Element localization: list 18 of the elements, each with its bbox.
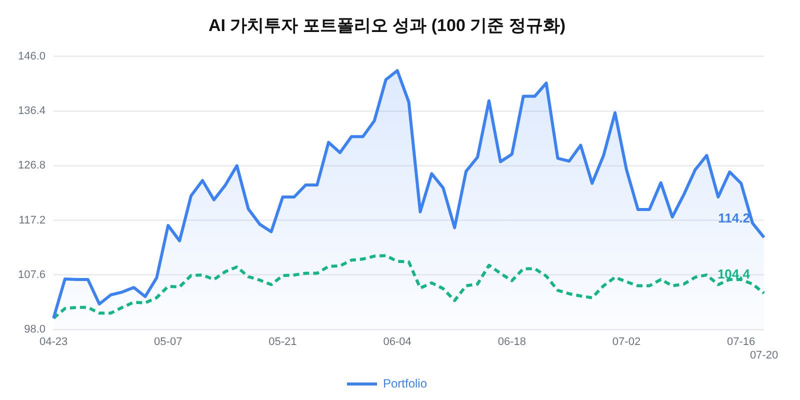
- y-tick-label: 117.2: [18, 214, 46, 226]
- x-tick-label: 07-16: [727, 336, 756, 348]
- x-tick-label: 05-07: [154, 336, 182, 348]
- x-tick-label: 04-23: [39, 336, 68, 348]
- x-tick-label: 05-21: [268, 336, 297, 348]
- annotation: 104.4: [717, 266, 751, 282]
- x-tick-label: 07-02: [612, 336, 641, 348]
- x-tick-label: 07-20: [750, 349, 778, 362]
- annotation: 114.2: [718, 210, 750, 226]
- y-tick-label: 107.6: [18, 268, 46, 281]
- chart-title: AI 가치투자 포트폴리오 성과 (100 기준 정규화): [208, 16, 566, 35]
- x-tick-label: 06-18: [498, 336, 526, 348]
- y-tick-label: 146.0: [18, 50, 46, 62]
- legend-label: Portfolio: [382, 376, 428, 390]
- y-tick-label: 126.8: [18, 160, 46, 172]
- y-tick-label: 136.4: [18, 105, 46, 118]
- y-tick-label: 98.0: [24, 324, 46, 336]
- x-tick-label: 06-04: [383, 336, 412, 348]
